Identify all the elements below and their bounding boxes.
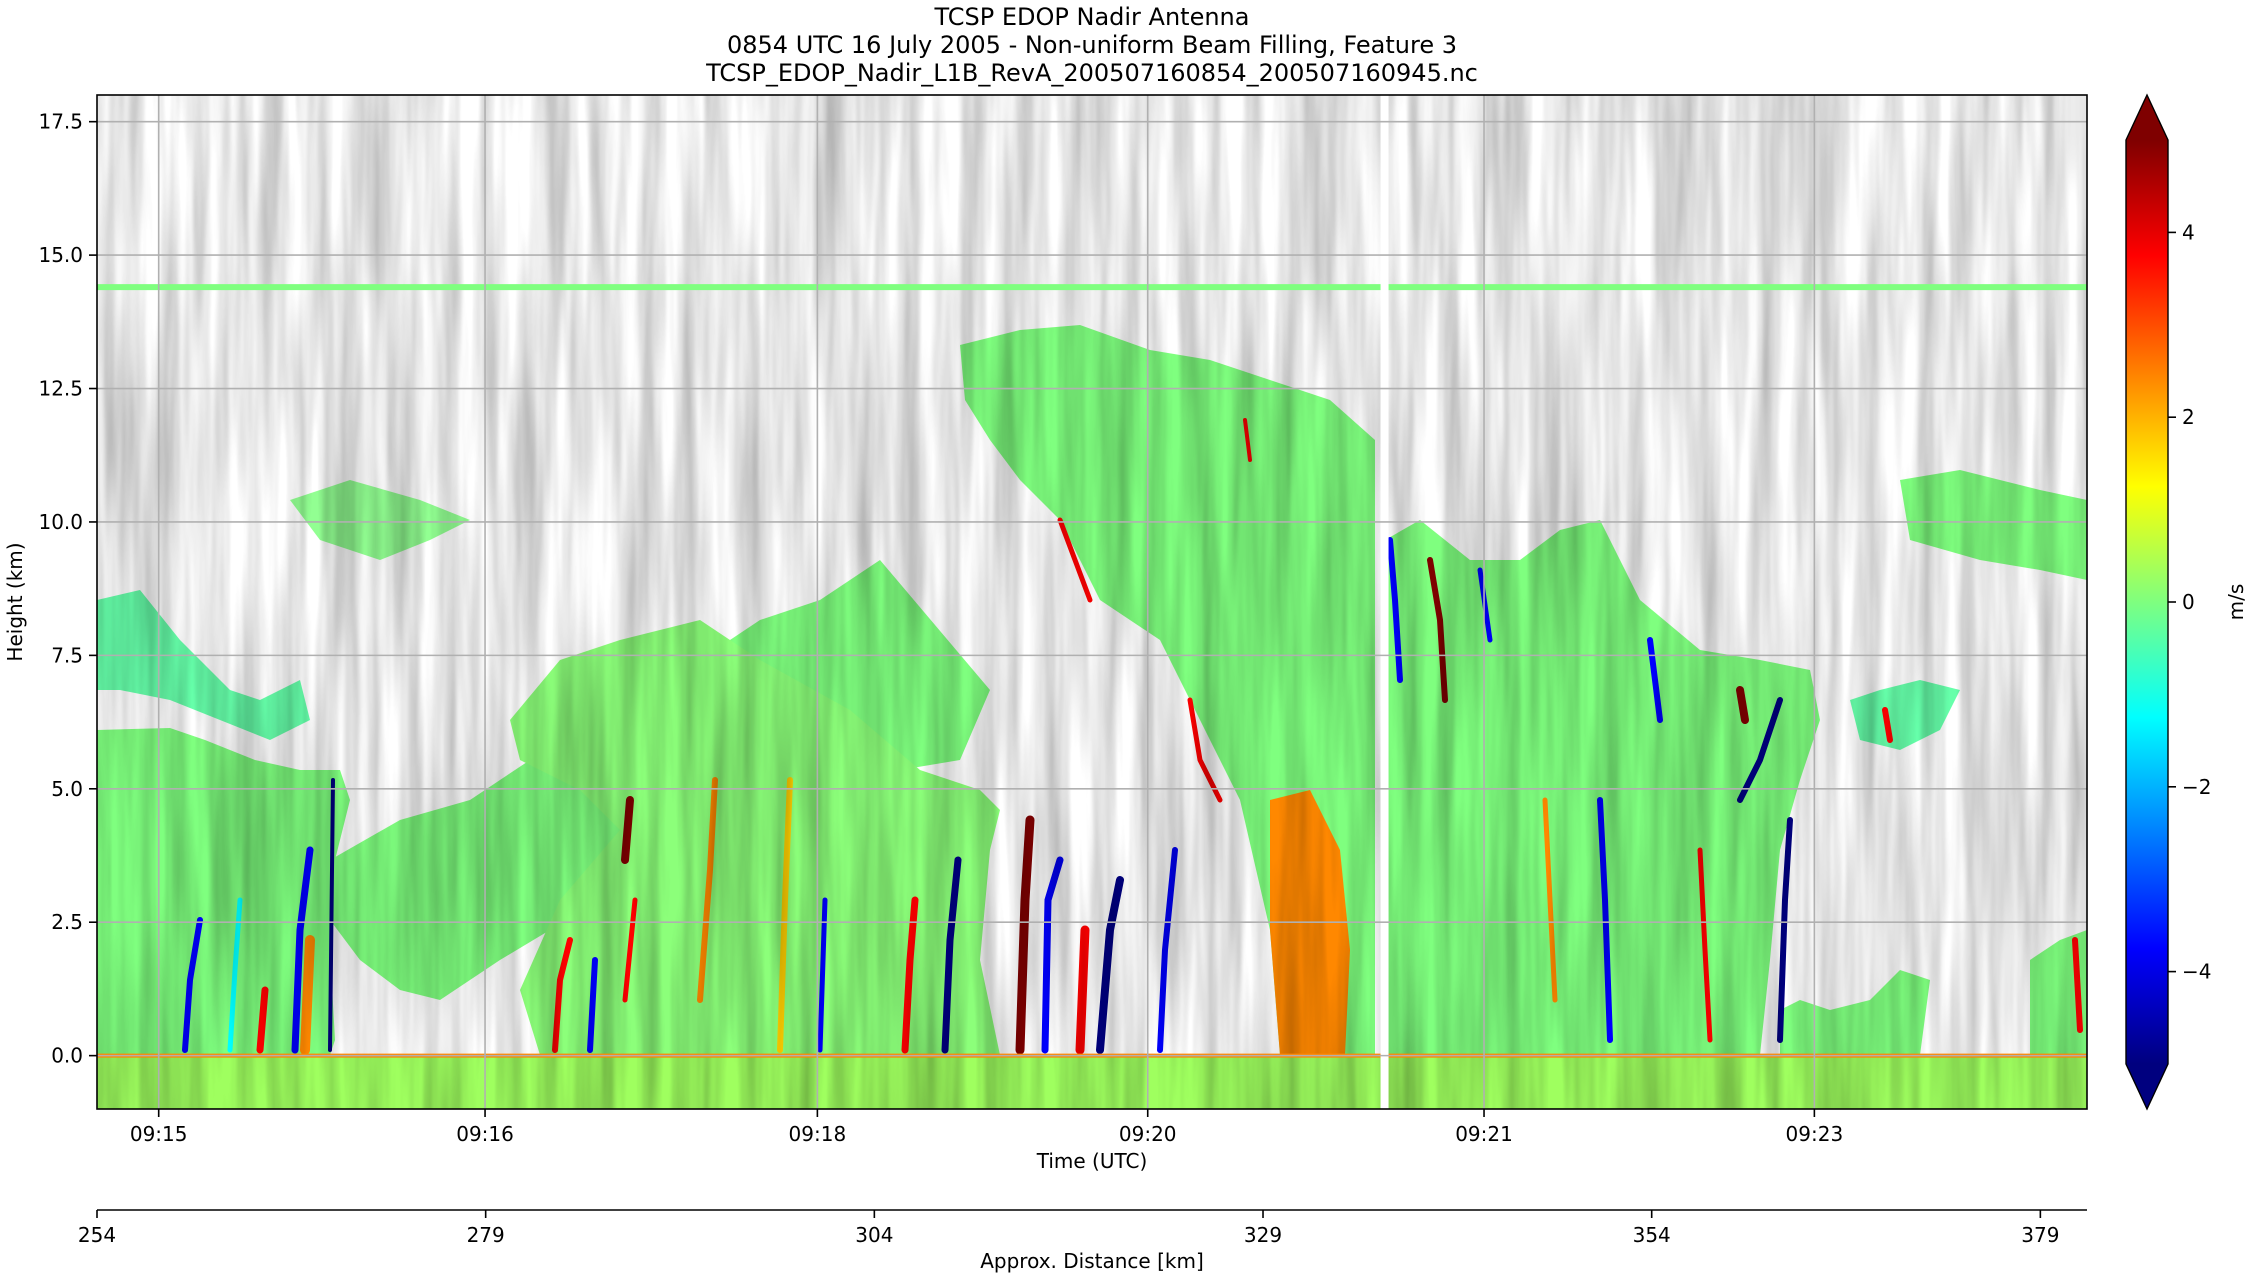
- y-tick-label: 10.0: [38, 510, 83, 534]
- distance-axis-label: Approx. Distance [km]: [980, 1249, 1204, 1273]
- y-tick-label: 2.5: [51, 910, 83, 934]
- x-tick-label: 09:18: [789, 1122, 847, 1146]
- x-tick-label: 09:23: [1786, 1122, 1844, 1146]
- colorbar-top-extend: [2126, 95, 2168, 140]
- colorbar-tick-label: 2: [2182, 405, 2195, 429]
- y-axis-ticks: 0.0 2.5 5.0 7.5 10.0 12.5 15.0 17.5: [38, 110, 97, 1068]
- colorbar-tick-label: 4: [2182, 220, 2195, 244]
- distance-tick-label: 279: [467, 1223, 505, 1247]
- distance-tick-label: 304: [855, 1223, 893, 1247]
- distance-tick-label: 354: [1633, 1223, 1671, 1247]
- chart-title-line-1: TCSP EDOP Nadir Antenna: [934, 3, 1250, 31]
- y-tick-label: 12.5: [38, 377, 83, 401]
- y-tick-label: 15.0: [38, 243, 83, 267]
- echo-texture: [97, 95, 2087, 1109]
- plot-frame: [96, 94, 2088, 1110]
- colorbar-tick-label: −2: [2182, 775, 2211, 799]
- y-tick-label: 17.5: [38, 110, 83, 134]
- colorbar-body: [2126, 140, 2168, 1064]
- y-axis-label: Height (km): [3, 542, 27, 661]
- colorbar-outline: [2125, 93, 2169, 1111]
- grid-lines: [97, 95, 2087, 1109]
- chart-title-line-3: TCSP_EDOP_Nadir_L1B_RevA_200507160854_20…: [705, 59, 1478, 87]
- y-tick-label: 5.0: [51, 777, 83, 801]
- distance-axis-ticks: 254 279 304 329 354 379: [78, 1210, 2059, 1247]
- colorbar-bottom-extend: [2126, 1064, 2168, 1109]
- plot-area: [97, 95, 2087, 1109]
- colorbar-label: m/s: [2224, 584, 2248, 621]
- chart-title-line-2: 0854 UTC 16 July 2005 - Non-uniform Beam…: [727, 31, 1457, 59]
- x-tick-label: 09:15: [130, 1122, 188, 1146]
- x-axis-label: Time (UTC): [1036, 1149, 1148, 1173]
- colorbar-tick-label: −4: [2182, 960, 2211, 984]
- x-tick-label: 09:21: [1455, 1122, 1513, 1146]
- colorbar: 4 2 0 −2 −4 m/s: [2125, 93, 2248, 1111]
- distance-tick-label: 329: [1244, 1223, 1282, 1247]
- noise-line: [97, 284, 2087, 291]
- y-tick-label: 0.0: [51, 1044, 83, 1068]
- distance-tick-label: 379: [2021, 1223, 2059, 1247]
- x-axis-ticks: 09:15 09:16 09:18 09:20 09:21 09:23: [130, 1109, 1843, 1146]
- distance-tick-label: 254: [78, 1223, 116, 1247]
- colorbar-tick-label: 0: [2182, 590, 2195, 614]
- data-gap: [1380, 95, 1389, 1109]
- x-tick-label: 09:16: [456, 1122, 514, 1146]
- x-tick-label: 09:20: [1119, 1122, 1177, 1146]
- y-tick-label: 7.5: [51, 643, 83, 667]
- colorbar-ticks: 4 2 0 −2 −4: [2168, 220, 2211, 984]
